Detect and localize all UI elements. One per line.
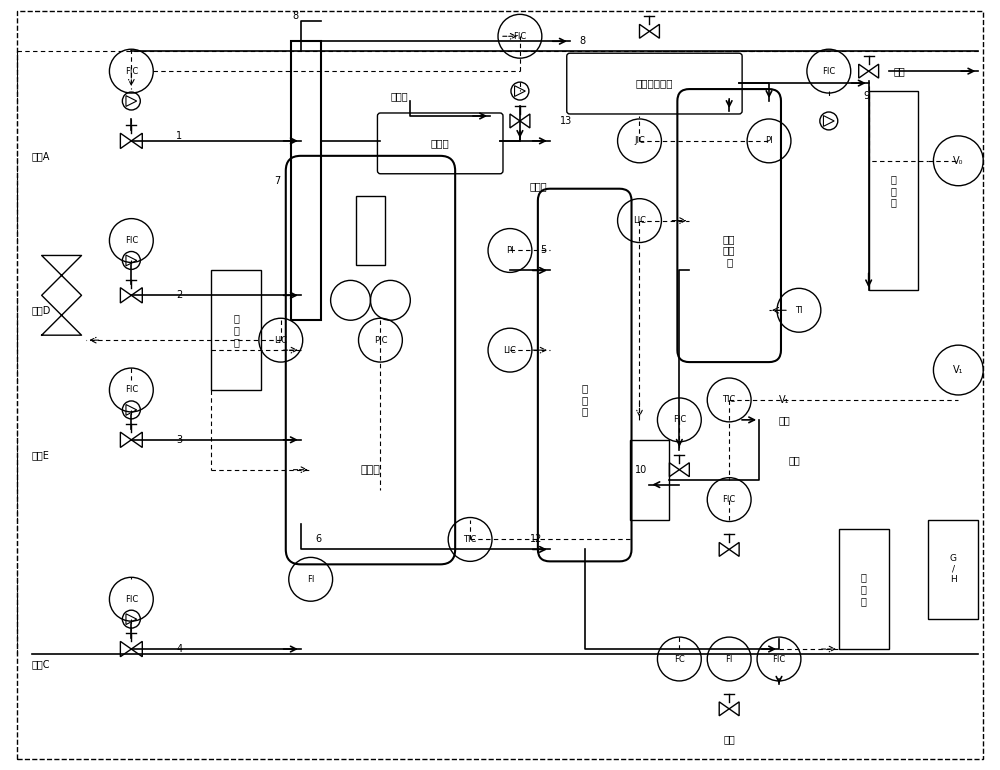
Text: PI: PI bbox=[765, 136, 773, 146]
Text: 3: 3 bbox=[176, 435, 182, 445]
Text: 冷却水: 冷却水 bbox=[390, 91, 408, 101]
Text: 进料C: 进料C bbox=[32, 659, 50, 669]
Text: LIC: LIC bbox=[274, 336, 287, 345]
Text: 解
析
塔: 解 析 塔 bbox=[582, 383, 588, 417]
Text: V₀: V₀ bbox=[953, 156, 964, 166]
Text: 蒸汽: 蒸汽 bbox=[789, 455, 801, 465]
Text: 进料A: 进料A bbox=[32, 151, 50, 161]
Text: FIC: FIC bbox=[125, 386, 138, 394]
Bar bbox=[839, 530, 889, 649]
Text: 10: 10 bbox=[635, 464, 647, 474]
Text: 进料E: 进料E bbox=[32, 450, 50, 460]
Text: TIC: TIC bbox=[463, 535, 477, 544]
Text: 蒸汽: 蒸汽 bbox=[779, 415, 791, 425]
Text: JIC: JIC bbox=[634, 136, 645, 146]
Text: 循环环压缩机: 循环环压缩机 bbox=[636, 79, 673, 89]
Text: 反应器: 反应器 bbox=[361, 464, 380, 474]
Text: V₁: V₁ bbox=[779, 395, 789, 405]
Text: LIC: LIC bbox=[633, 216, 646, 225]
Bar bbox=[291, 42, 321, 320]
Bar bbox=[211, 270, 261, 390]
Bar bbox=[869, 91, 918, 290]
Text: FIC: FIC bbox=[125, 67, 138, 75]
Bar bbox=[630, 440, 669, 520]
Text: 5: 5 bbox=[540, 246, 546, 256]
Text: 8: 8 bbox=[580, 36, 586, 46]
Text: 分
析
仪: 分 析 仪 bbox=[861, 573, 867, 606]
Text: 9: 9 bbox=[864, 91, 870, 101]
Bar bbox=[928, 520, 978, 619]
Text: FIC: FIC bbox=[125, 236, 138, 245]
Bar bbox=[356, 196, 385, 266]
Text: 6: 6 bbox=[316, 534, 322, 544]
Text: V₁: V₁ bbox=[953, 365, 964, 375]
Text: PIC: PIC bbox=[374, 336, 387, 345]
Text: FI: FI bbox=[725, 654, 733, 664]
Text: 7: 7 bbox=[275, 176, 281, 186]
Text: FC: FC bbox=[674, 654, 685, 664]
Text: 4: 4 bbox=[176, 644, 182, 654]
Text: TIC: TIC bbox=[722, 396, 736, 404]
Text: 净化: 净化 bbox=[894, 66, 905, 76]
Text: 产品: 产品 bbox=[723, 734, 735, 744]
Text: FIC: FIC bbox=[513, 32, 527, 41]
Text: 12: 12 bbox=[530, 534, 542, 544]
Text: FI: FI bbox=[307, 574, 314, 584]
Text: 1: 1 bbox=[176, 131, 182, 141]
Text: G
/
H: G / H bbox=[950, 554, 957, 584]
Text: 气液
分离
器: 气液 分离 器 bbox=[723, 234, 735, 267]
Text: 13: 13 bbox=[560, 116, 572, 126]
Text: 进料D: 进料D bbox=[32, 305, 51, 315]
Text: LIC: LIC bbox=[503, 346, 516, 355]
Text: PI: PI bbox=[506, 246, 514, 255]
Text: 冷却水: 冷却水 bbox=[530, 181, 548, 191]
Text: TI: TI bbox=[795, 306, 803, 315]
Text: FIC: FIC bbox=[772, 654, 786, 664]
Text: 冷凝器: 冷凝器 bbox=[431, 139, 450, 149]
Text: FIC: FIC bbox=[723, 495, 736, 504]
Text: FIC: FIC bbox=[673, 415, 686, 424]
Text: 分
析
仪: 分 析 仪 bbox=[233, 313, 239, 346]
Text: 分
析
仪: 分 析 仪 bbox=[891, 174, 897, 207]
Text: FIC: FIC bbox=[822, 67, 835, 75]
Text: 2: 2 bbox=[176, 290, 182, 300]
Text: 8: 8 bbox=[293, 12, 299, 22]
Text: FIC: FIC bbox=[125, 594, 138, 604]
